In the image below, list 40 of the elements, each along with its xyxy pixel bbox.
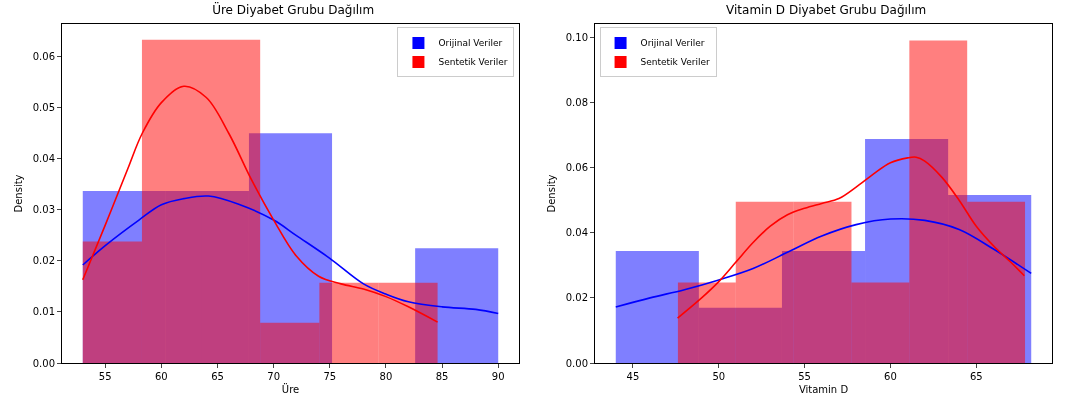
- y-tick-label: 0.10: [565, 31, 588, 43]
- line-series: [81, 195, 500, 315]
- y-tick-label: 0.06: [565, 162, 588, 174]
- y-tick-label: 0.00: [565, 357, 588, 369]
- y-axis-title: Density: [545, 174, 557, 213]
- y-tick-label: 0.04: [565, 227, 588, 239]
- chart-title: Üre Diyabet Grubu Dağılım: [212, 1, 375, 18]
- y-axis-title: Density: [12, 174, 24, 213]
- x-tick-label: 45: [626, 371, 640, 382]
- x-tick-label: 70: [267, 371, 281, 382]
- x-tick-label: 80: [379, 371, 393, 382]
- y-tick-label: 0.01: [32, 306, 55, 318]
- legend-label: Sentetik Veriler: [438, 57, 508, 68]
- line-series: [676, 156, 1026, 319]
- y-tick-label: 0.02: [32, 255, 55, 267]
- legend-label: Orijinal Veriler: [640, 38, 705, 49]
- y-tick-label: 0.03: [32, 204, 55, 216]
- y-tick-label: 0.02: [565, 292, 588, 304]
- x-axis-title: Üre: [281, 382, 300, 395]
- x-tick-label: 75: [323, 371, 337, 382]
- x-tick-label: 90: [491, 371, 505, 382]
- x-tick-label: 60: [155, 371, 168, 382]
- line-series: [614, 217, 1033, 308]
- y-tick-label: 0.04: [32, 153, 55, 165]
- y-tick-label: 0.06: [32, 51, 55, 63]
- x-tick-label: 55: [798, 371, 811, 382]
- x-axis-title: Vitamin D: [798, 383, 849, 395]
- legend-label: Orijinal Veriler: [438, 38, 503, 49]
- x-tick-label: 50: [712, 371, 726, 382]
- x-tick-label: 85: [435, 371, 449, 382]
- line-series: [81, 85, 439, 323]
- y-tick-label: 0.05: [32, 102, 55, 114]
- legend-label: Sentetik Veriler: [640, 57, 710, 68]
- y-tick-label: 0.08: [565, 96, 588, 108]
- y-tick-label: 0.00: [32, 357, 55, 369]
- x-tick-label: 65: [969, 371, 983, 382]
- chart-title: Vitamin D Diyabet Grubu Dağılım: [726, 3, 927, 18]
- x-tick-label: 65: [211, 371, 224, 382]
- x-tick-label: 60: [884, 371, 897, 382]
- x-tick-label: 55: [98, 371, 112, 382]
